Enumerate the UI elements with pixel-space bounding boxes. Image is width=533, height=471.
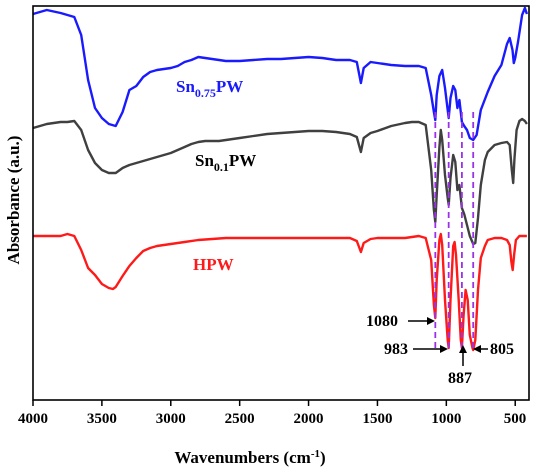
series-label-hpw: HPW: [193, 255, 234, 274]
series-label-sn01: Sn0.1PW: [195, 151, 256, 174]
peak-label-983: 983: [384, 341, 408, 358]
peak-label-1080: 1080: [366, 313, 398, 330]
peak-label-887: 887: [448, 370, 472, 387]
series-line-2: [33, 232, 527, 352]
peak-guide-lines: [434, 112, 475, 352]
peak-arrowhead-805: [473, 345, 481, 353]
peak-arrowhead-1080: [427, 317, 435, 325]
x-axis-ticks: 4000 3500 3000 2500 2000 1500 1000 500: [18, 400, 526, 427]
x-tick-label: 4000: [18, 411, 48, 427]
y-axis-title: Absorbance (a.u.): [4, 136, 23, 265]
peak-arrowhead-983: [440, 345, 448, 353]
peak-arrowhead-887: [459, 345, 467, 353]
x-tick-label: 3000: [156, 411, 186, 427]
x-axis-title: Wavenumbers (cm-1): [174, 448, 325, 467]
x-tick-label: 1000: [431, 411, 461, 427]
series-line-0: [32, 6, 529, 142]
series-label-sn075: Sn0.75PW: [176, 77, 243, 100]
x-tick-label: 1500: [362, 411, 392, 427]
series-line-1: [32, 117, 528, 246]
plot-frame: [32, 5, 530, 401]
x-tick-label: 2000: [294, 411, 324, 427]
x-tick-label: 2500: [225, 411, 255, 427]
x-tick-label: 3500: [87, 411, 117, 427]
plot-curves: [32, 6, 529, 352]
x-tick-label: 500: [504, 411, 527, 427]
peak-label-805: 805: [490, 341, 514, 358]
